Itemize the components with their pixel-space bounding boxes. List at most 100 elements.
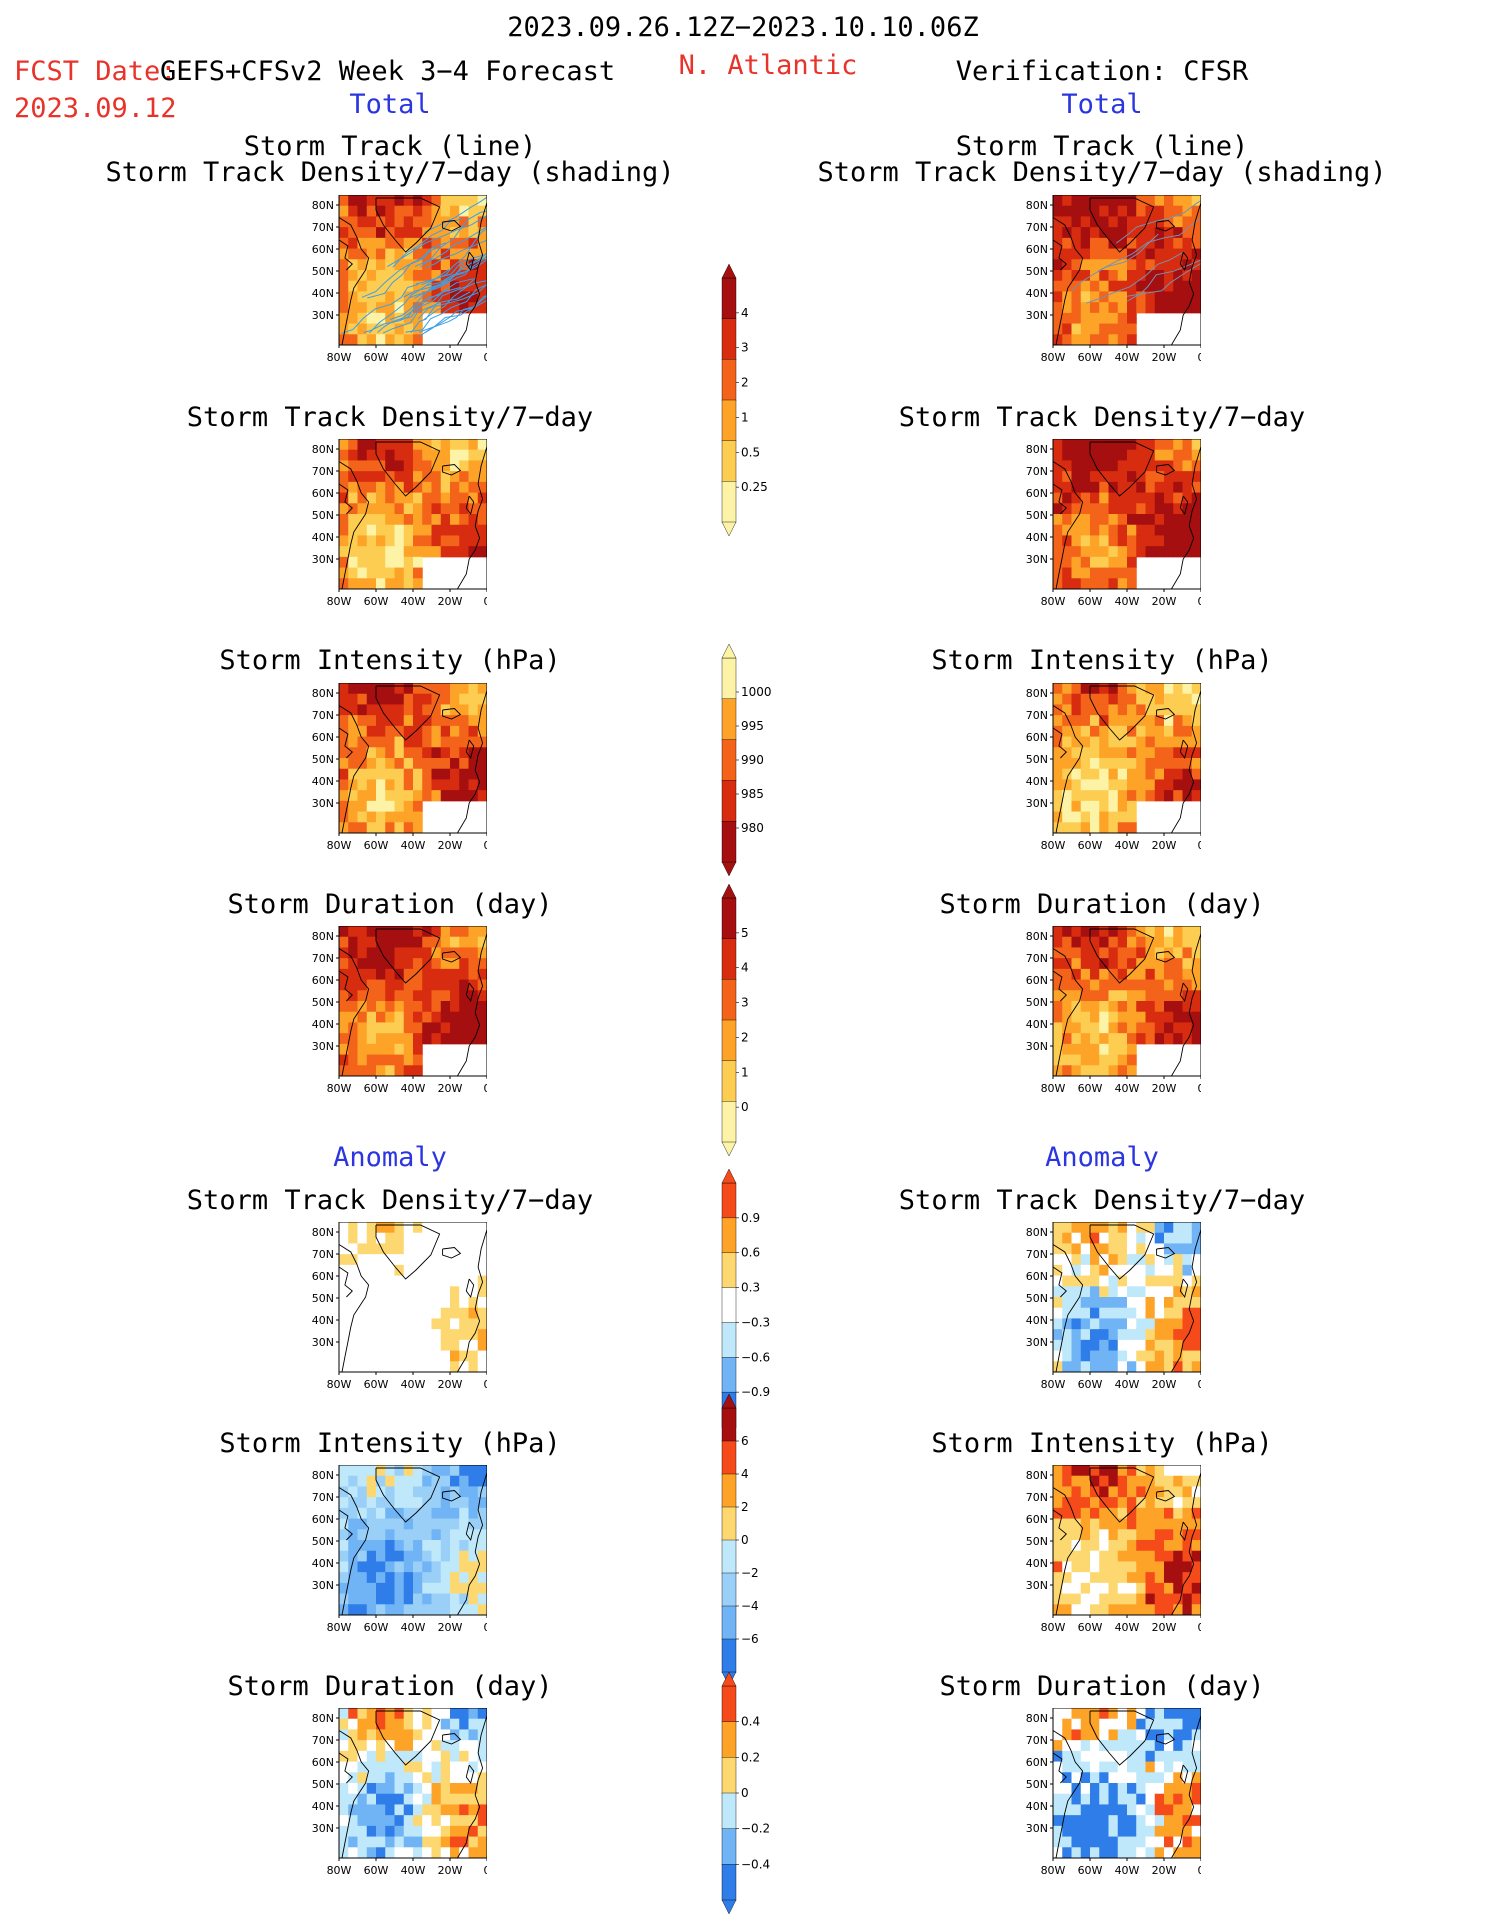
title-vf-intensity: Storm Intensity (hPa) bbox=[931, 645, 1273, 676]
lon-tick-label: 80W bbox=[1041, 1621, 1066, 1634]
lon-tick-label: 0 bbox=[1198, 351, 1202, 364]
colorbar-segment bbox=[721, 1572, 737, 1607]
colorbar-density-total: 4 3 2 1 0.5 0.25 bbox=[721, 263, 768, 537]
lat-tick-label: 70N bbox=[312, 465, 334, 478]
colorbar-segment bbox=[721, 1019, 737, 1062]
lat-tick-label: 70N bbox=[312, 1248, 334, 1261]
lat-tick-label: 30N bbox=[312, 309, 334, 322]
colorbar-segment bbox=[721, 1721, 737, 1759]
colorbar-tick-label: 1000 bbox=[741, 685, 772, 699]
lat-tick-label: 30N bbox=[1026, 1579, 1048, 1592]
colorbar-tick-label: 980 bbox=[741, 821, 764, 835]
lat-tick-label: 60N bbox=[312, 1756, 334, 1769]
colorbar-segment bbox=[721, 780, 737, 822]
title-vf-duration-anom: Storm Duration (day) bbox=[939, 1671, 1265, 1702]
lat-tick-label: 70N bbox=[312, 709, 334, 722]
colorbar-segment bbox=[721, 1357, 737, 1393]
colorbar-tick-label: 2 bbox=[741, 1030, 749, 1044]
lat-tick-label: 80N bbox=[312, 1226, 334, 1239]
colorbar-segment bbox=[721, 820, 737, 863]
map-fc-intensity-total: 80N 70N 60N 50N 40N 30N 80W 60W 40W 20W 0 bbox=[312, 683, 487, 852]
lat-tick-label: 70N bbox=[1026, 1491, 1048, 1504]
lat-tick-label: 40N bbox=[1026, 1557, 1048, 1570]
lat-tick-label: 50N bbox=[1026, 1778, 1048, 1791]
lon-tick-label: 60W bbox=[1078, 351, 1103, 364]
colorbar-duration-anomaly: 0.4 0.2 0 −0.2 −0.4 bbox=[721, 1671, 770, 1915]
colorbar-tick-label: 4 bbox=[741, 961, 749, 975]
colorbar-tick-label: −4 bbox=[741, 1599, 759, 1613]
map-fc-duration-total: 80N 70N 60N 50N 40N 30N 80W 60W 40W 20W 0 bbox=[312, 926, 487, 1095]
lat-tick-label: 60N bbox=[1026, 1756, 1048, 1769]
map-fc-density-total: 80N 70N 60N 50N 40N 30N 80W 60W 40W 20W 0 bbox=[312, 439, 487, 608]
lon-tick-label: 20W bbox=[1152, 351, 1177, 364]
lon-tick-label: 40W bbox=[401, 839, 426, 852]
title-fc-duration: Storm Duration (day) bbox=[227, 889, 553, 920]
lon-tick-label: 60W bbox=[1078, 595, 1103, 608]
colorbar-segment bbox=[721, 1864, 737, 1901]
lat-tick-label: 40N bbox=[312, 1800, 334, 1813]
colorbar-segment bbox=[721, 318, 737, 361]
lat-tick-label: 80N bbox=[312, 1712, 334, 1725]
lat-tick-label: 30N bbox=[1026, 309, 1048, 322]
title-vf-density-anom: Storm Track Density/7−day bbox=[898, 1185, 1306, 1216]
lat-tick-label: 60N bbox=[1026, 243, 1048, 256]
lat-tick-label: 30N bbox=[1026, 1336, 1048, 1349]
lon-tick-label: 80W bbox=[327, 1621, 352, 1634]
lat-tick-label: 40N bbox=[312, 531, 334, 544]
lat-tick-label: 70N bbox=[1026, 1248, 1048, 1261]
colorbar-duration-total: 5 4 3 2 1 0 bbox=[721, 883, 749, 1157]
lat-tick-label: 70N bbox=[1026, 465, 1048, 478]
lon-tick-label: 0 bbox=[1198, 1864, 1202, 1877]
lat-tick-label: 50N bbox=[1026, 996, 1048, 1009]
lon-tick-label: 40W bbox=[401, 351, 426, 364]
title-fc-track-shading: Storm Track Density/7−day (shading) bbox=[105, 157, 675, 188]
title-fc-duration-anom: Storm Duration (day) bbox=[227, 1671, 553, 1702]
lat-tick-label: 50N bbox=[1026, 265, 1048, 278]
lat-tick-label: 80N bbox=[1026, 199, 1048, 212]
colorbar-tick-label: 2 bbox=[741, 1500, 749, 1514]
colorbar-intensity-anomaly: 6 4 2 0 −2 −4 −6 bbox=[721, 1393, 759, 1687]
lon-tick-label: 20W bbox=[1152, 1621, 1177, 1634]
lat-tick-label: 50N bbox=[312, 265, 334, 278]
lon-tick-label: 40W bbox=[401, 1378, 426, 1391]
map-fc-density-anomaly: 80N 70N 60N 50N 40N 30N 80W 60W 40W 20W 0 bbox=[312, 1222, 487, 1391]
colorbar-tick-label: 985 bbox=[741, 787, 764, 801]
lon-tick-label: 80W bbox=[1041, 1864, 1066, 1877]
colorbar-tick-label: 990 bbox=[741, 753, 764, 767]
lon-tick-label: 80W bbox=[1041, 1082, 1066, 1095]
lon-tick-label: 60W bbox=[1078, 1621, 1103, 1634]
colorbar-segment bbox=[721, 1506, 737, 1541]
colorbar-tick-label: −0.4 bbox=[741, 1857, 770, 1871]
lat-tick-label: 50N bbox=[312, 1535, 334, 1548]
lon-tick-label: 80W bbox=[327, 1378, 352, 1391]
colorbar-tick-label: 995 bbox=[741, 719, 764, 733]
lon-tick-label: 0 bbox=[1198, 1378, 1202, 1391]
colorbar-segment bbox=[721, 1252, 737, 1289]
lat-tick-label: 30N bbox=[312, 553, 334, 566]
lon-tick-label: 80W bbox=[327, 839, 352, 852]
colorbar-tick-label: −0.9 bbox=[741, 1385, 770, 1399]
lon-tick-label: 20W bbox=[438, 839, 463, 852]
lat-tick-label: 40N bbox=[312, 775, 334, 788]
colorbar-tick-label: 0 bbox=[741, 1100, 749, 1114]
colorbar-segment bbox=[721, 1440, 737, 1475]
lat-tick-label: 30N bbox=[1026, 797, 1048, 810]
colorbar-tick-label: 0.9 bbox=[741, 1211, 760, 1225]
lon-tick-label: 40W bbox=[401, 1082, 426, 1095]
lon-tick-label: 80W bbox=[327, 351, 352, 364]
colorbar-tick-label: 0.6 bbox=[741, 1246, 760, 1260]
colorbar-tick-label: 0.2 bbox=[741, 1750, 760, 1764]
colorbar-segment bbox=[721, 1217, 737, 1254]
colorbar-segment bbox=[721, 1407, 737, 1442]
colorbar-tick-label: 4 bbox=[741, 1467, 749, 1481]
lon-tick-label: 20W bbox=[1152, 1082, 1177, 1095]
lat-tick-label: 60N bbox=[312, 487, 334, 500]
lat-tick-label: 80N bbox=[1026, 1226, 1048, 1239]
colorbar-segment bbox=[721, 481, 737, 523]
lon-tick-label: 40W bbox=[1115, 595, 1140, 608]
colorbar-tick-label: 0.25 bbox=[741, 480, 768, 494]
lon-tick-label: 80W bbox=[327, 1864, 352, 1877]
lon-tick-label: 0 bbox=[1198, 595, 1202, 608]
colorbar-tick-label: −0.2 bbox=[741, 1822, 770, 1836]
colorbar-tick-label: 0.5 bbox=[741, 445, 760, 459]
